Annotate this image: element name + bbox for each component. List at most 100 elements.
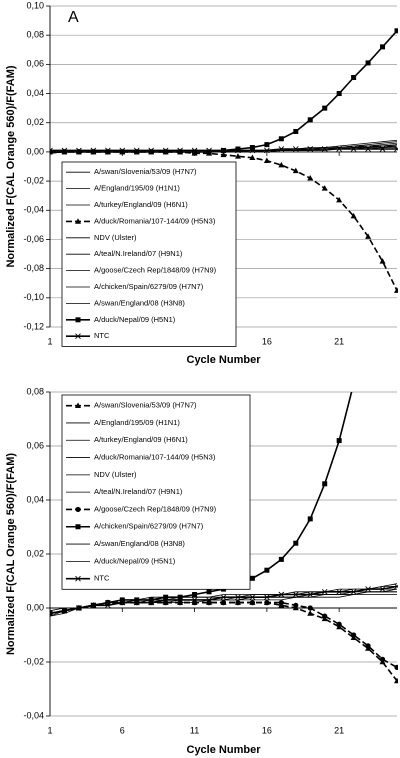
marker-square [264,567,270,573]
legend-label: A/goose/Czech Rep/1848/09 (H7N9) [94,266,217,275]
marker-x [133,599,140,606]
marker-triangle [321,185,328,191]
marker-circle [264,600,270,606]
marker-x [220,147,227,154]
marker-x [321,588,328,595]
marker-triangle [394,287,398,293]
marker-x [307,591,314,598]
marker-circle [75,506,81,513]
marker-square [134,149,140,155]
marker-square [75,317,81,323]
marker-triangle [278,161,285,168]
legend-label: A/England/195/09 (H1N1) [94,418,180,427]
legend-label: A/teal/N.Ireland/07 (H9N1) [94,487,183,496]
y-axis-title: Normalized F(CAL Orange 560)/F(FAM) [5,65,17,267]
y-tick-label: -0,04 [23,205,44,215]
marker-triangle [220,151,227,158]
marker-square [134,597,140,603]
legend-label: A/duck/Romania/107-144/09 (H5N3) [94,216,216,225]
marker-x [119,147,126,154]
panel-label: A [68,9,79,26]
marker-x [350,146,357,152]
y-tick-label: -0,02 [23,656,44,666]
marker-x [235,594,241,601]
legend-label: NDV (Ulster) [94,470,137,479]
marker-x [336,146,342,152]
y-tick-label: -0,12 [23,321,44,331]
x-tick-label: 21 [334,336,344,346]
marker-circle [293,602,299,608]
marker-square [264,142,270,148]
marker-square [177,149,183,155]
marker-x [191,147,198,154]
x-tick-label: 16 [262,336,272,346]
marker-square [177,594,183,600]
marker-circle [307,605,313,611]
marker-square [76,149,82,155]
marker-x [148,599,155,606]
legend-label: NTC [94,331,110,340]
marker-square [75,524,81,530]
legend-label: A/chicken/Spain/6279/09 (H7N7) [94,282,204,291]
marker-square [307,117,313,123]
marker-circle [235,600,241,606]
legend-box [61,161,237,347]
marker-x [350,588,357,595]
x-tick-label: 11 [190,725,199,735]
marker-triangle [394,677,398,684]
y-tick-label: -0,08 [23,263,44,273]
marker-x [249,594,256,601]
x-tick-label: 1 [47,336,52,346]
y-tick-label: 0,10 [26,0,44,10]
marker-square [394,28,398,34]
marker-square [235,146,241,152]
marker-circle [249,600,256,606]
marker-x [365,586,371,592]
marker-square [278,136,284,142]
marker-x [249,147,256,154]
marker-square [293,128,299,134]
y-tick-label: -0,02 [23,175,44,185]
legend-label: A/chicken/Spain/6279/09 (H7N7) [94,522,204,531]
marker-x [177,597,183,603]
marker-x [235,147,241,154]
y-tick-label: 0,00 [26,146,44,156]
marker-x [365,146,371,152]
y-tick-label: 0,02 [26,548,44,558]
marker-x [50,147,53,154]
x-tick-label: 16 [262,725,272,735]
x-tick-label: 1 [47,725,52,735]
marker-x [379,146,386,152]
marker-square [322,481,328,487]
marker-triangle [307,610,314,616]
x-axis-title: Cycle Number [187,744,262,756]
y-tick-label: -0,10 [23,292,44,302]
marker-triangle [75,218,81,224]
legend-label: A/turkey/England/09 (H6N1) [94,200,188,209]
marker-square [61,149,67,155]
marker-square [192,592,198,597]
x-tick-label: 21 [334,725,344,735]
marker-x [75,575,81,582]
series-line [50,588,398,614]
y-tick-label: 0,06 [26,59,44,69]
marker-square [148,149,154,155]
legend-label: A/goose/Czech Rep/1848/09 (H7N9) [94,504,217,513]
marker-square [206,589,212,595]
series-line [50,30,398,153]
y-axis-title: Normalized F(CAL Orange 560)/F(FAM) [5,453,17,655]
series-line [50,601,398,682]
marker-triangle [350,212,357,219]
marker-x [148,147,155,154]
marker-square [351,74,357,80]
marker-square [322,105,328,111]
legend-label: A/duck/Nepal/09 (H5N1) [94,556,176,565]
marker-square [105,149,111,155]
marker-x [61,147,68,154]
legend-label: NDV (Ulster) [94,233,137,242]
y-tick-label: -0,06 [23,234,44,244]
marker-circle [177,600,183,606]
marker-x [76,605,82,611]
marker-x [75,333,81,340]
